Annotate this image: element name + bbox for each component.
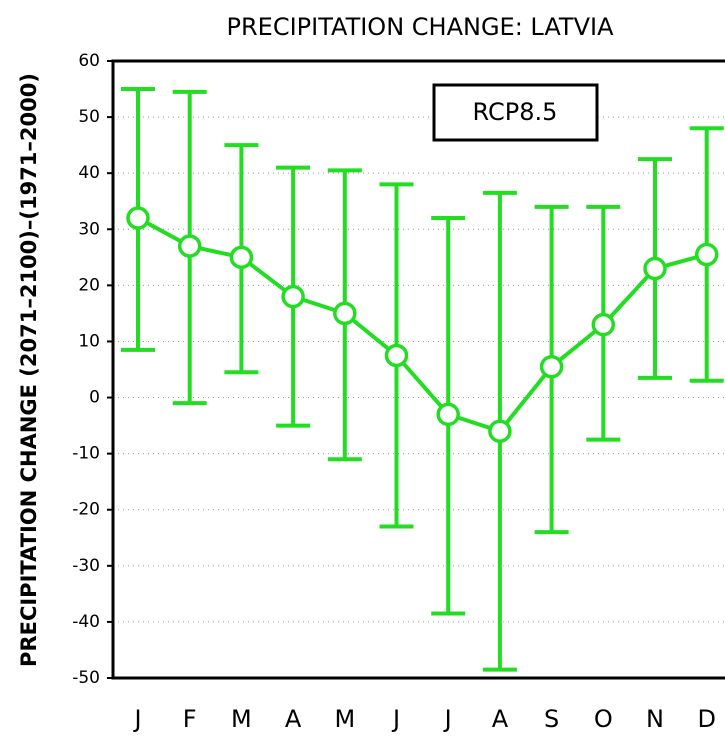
point xyxy=(177,234,202,258)
point xyxy=(333,301,357,326)
chart-title: PRECIPITATION CHANGE: LATVIA xyxy=(227,13,615,41)
y-tick-label: 30 xyxy=(78,219,100,239)
y-tick-label: -10 xyxy=(72,444,100,464)
y-tick-label: -40 xyxy=(72,612,100,632)
y-tick-label: 0 xyxy=(89,388,100,408)
y-tick-label: 50 xyxy=(78,107,100,127)
point xyxy=(539,354,564,379)
point xyxy=(436,402,460,427)
point xyxy=(488,419,512,443)
x-tick-label: J xyxy=(391,705,400,733)
x-tick-label: N xyxy=(646,705,664,733)
x-tick-label: F xyxy=(183,705,197,733)
y-tick-label: 10 xyxy=(78,331,100,351)
point xyxy=(229,245,254,270)
y-tick-label: -20 xyxy=(72,500,100,520)
point xyxy=(694,242,719,267)
series-line xyxy=(137,216,708,434)
x-tick-label: D xyxy=(697,705,715,733)
x-tick-label: M xyxy=(231,705,252,733)
point xyxy=(643,256,667,281)
y-tick-label: -50 xyxy=(72,668,100,688)
y-tick-label: -30 xyxy=(72,556,100,576)
annotation-box xyxy=(432,83,599,142)
plot-frame xyxy=(111,59,725,680)
point xyxy=(384,343,409,368)
y-tick-label: 60 xyxy=(78,51,100,71)
x-tick-label: J xyxy=(443,705,452,733)
x-tick-label: A xyxy=(492,705,509,733)
y-tick-label: 20 xyxy=(78,275,100,295)
x-tick-label: J xyxy=(132,705,141,733)
y-tick-label: 40 xyxy=(78,163,100,183)
point xyxy=(281,284,305,309)
x-tick-label: M xyxy=(334,705,355,733)
x-tick-label: A xyxy=(285,705,302,733)
x-tick-label: S xyxy=(544,705,559,733)
point xyxy=(591,312,616,337)
x-tick-label: O xyxy=(594,705,613,733)
y-axis-label: PRECIPITATION CHANGE (2071–2100)–(1971–2… xyxy=(17,73,41,667)
annotation: RCP8.5 xyxy=(473,98,558,126)
point xyxy=(126,206,150,230)
